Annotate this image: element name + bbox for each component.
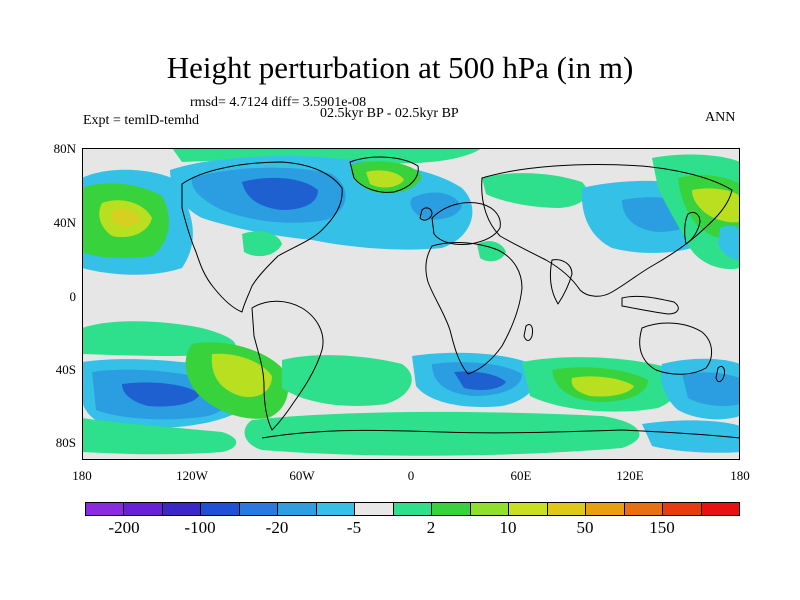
coast-antarctica [261, 429, 740, 439]
anomaly-greenland-yellow [366, 170, 404, 188]
coast-australia [639, 322, 712, 375]
colorbar-swatch [162, 503, 202, 515]
colorbar-swatch [547, 503, 587, 515]
colorbar-swatch [509, 503, 548, 515]
colorbar-label-150: 150 [649, 518, 675, 537]
season-label: ANN [705, 110, 736, 125]
anomaly-ant-blue-east [642, 420, 740, 453]
contour-map [82, 148, 740, 460]
y-tick-40s: 40S [55, 362, 76, 377]
experiment-label: Expt = temlD-temhd [83, 113, 199, 128]
colorbar-swatch [278, 503, 317, 515]
anomaly-spac-green-low [82, 418, 237, 455]
y-tick-80n: 80N [53, 141, 76, 156]
colorbar-swatch [701, 503, 739, 515]
y-tick-40n: 40N [53, 215, 76, 230]
y-tick-80s: 80S [55, 435, 76, 450]
colorbar-swatch [624, 503, 664, 515]
coast-uk [419, 207, 433, 221]
colorbar [85, 502, 740, 516]
anomaly-natl-south-green [242, 231, 282, 257]
colorbar-swatch [355, 503, 394, 515]
anomaly-npac-orange [111, 208, 140, 227]
colorbar-label-50: 50 [576, 518, 594, 537]
colorbar-swatch [663, 503, 702, 515]
anomaly-satl-dark [454, 371, 506, 390]
x-tick-0: 0 [407, 468, 415, 483]
colorbar-swatch [586, 503, 625, 515]
coast-indonesia [621, 295, 679, 315]
colorbar-swatch [316, 503, 356, 515]
anomaly-seas-blue2 [682, 372, 740, 406]
anomaly-africa-green [477, 241, 506, 262]
colorbar-label-neg100: -100 [184, 518, 216, 537]
coast-north-america [181, 161, 343, 313]
anomaly-spac-dark [122, 382, 200, 407]
colorbar-swatch [86, 503, 125, 515]
coast-india [549, 259, 573, 305]
x-tick-60e: 60E [510, 468, 532, 483]
colorbar-label-10: 10 [499, 518, 517, 537]
coast-europe [431, 202, 501, 245]
coast-japan [684, 211, 701, 245]
colorbar-label-neg200: -200 [108, 518, 140, 537]
coast-asia [481, 164, 733, 297]
map-frame [82, 148, 740, 460]
anomaly-ant-green [244, 411, 640, 456]
colorbar-swatch [432, 503, 471, 515]
x-tick-60w: 60W [289, 468, 315, 483]
anomaly-siberia-green [482, 173, 588, 208]
coast-africa [425, 242, 523, 375]
colorbar-swatch [201, 503, 240, 515]
anomaly-sind-yellow [571, 376, 634, 397]
colorbar-swatch [124, 503, 163, 515]
x-tick-120w: 120W [176, 468, 208, 483]
x-tick-120e: 120E [616, 468, 644, 483]
colorbar-label-2: 2 [426, 518, 436, 537]
anomaly-jp-blue [718, 225, 740, 260]
x-tick-180w: 180 [72, 468, 92, 483]
colorbar-label-neg20: -20 [265, 518, 289, 537]
anomaly-sam-yellow [211, 353, 272, 398]
map-title: Height perturbation at 500 hPa (in m) [166, 50, 634, 85]
colorbar-label-neg5: -5 [346, 518, 362, 537]
stats-label: rmsd= 4.7124 diff= 3.5901e-08 [190, 95, 367, 110]
colorbar-swatch [470, 503, 510, 515]
x-tick-180e: 180 [730, 468, 750, 483]
coast-south-america [251, 300, 324, 431]
anomaly-europe-blue [410, 192, 462, 220]
map-panel [82, 148, 740, 460]
period-label: 02.5kyr BP - 02.5kyr BP [320, 106, 459, 121]
coast-madagascar [523, 323, 533, 341]
anomaly-natl-dark [242, 177, 318, 210]
coast-nz [715, 365, 725, 383]
anomaly-kamchatka-yellow [692, 188, 740, 223]
colorbar-swatch [393, 503, 433, 515]
y-tick-eq: 0 [69, 289, 77, 304]
coast-greenland [349, 156, 419, 193]
colorbar-swatch [239, 503, 279, 515]
